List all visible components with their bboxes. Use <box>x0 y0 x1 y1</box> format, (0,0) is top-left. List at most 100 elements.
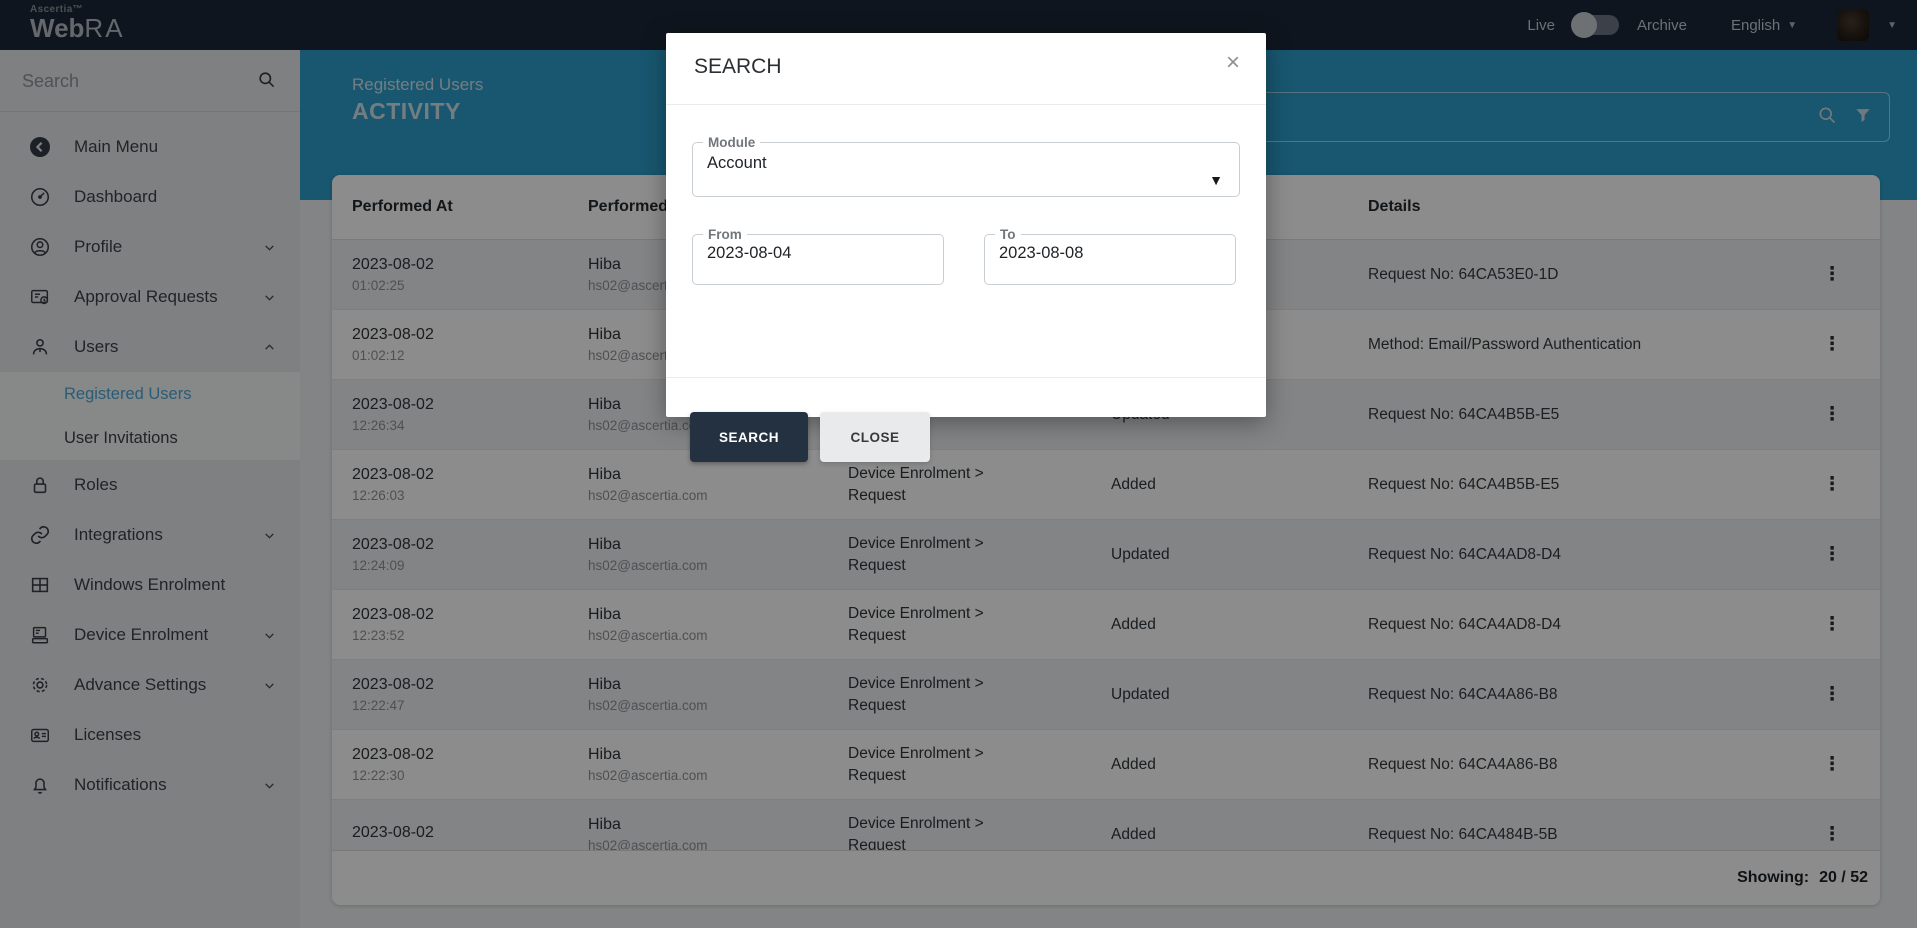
action-cell: Added <box>1111 615 1156 633</box>
sidebar-item-label: Windows Enrolment <box>74 575 226 594</box>
chevron-down-icon: ▼ <box>1209 172 1223 188</box>
table-row: 2023-08-02 12:22:47 Hiba hs02@ascertia.com… <box>332 660 1880 730</box>
sidebar-item-approval-requests[interactable]: Approval Requests <box>0 272 300 322</box>
sidebar-item-dashboard[interactable]: Dashboard <box>0 172 300 222</box>
sidebar-item-label: Users <box>74 337 119 356</box>
language-label: English <box>1730 16 1781 34</box>
performed-at-time: 12:23:52 <box>352 628 405 643</box>
performed-at-time: 12:24:09 <box>352 558 405 573</box>
language-dropdown[interactable]: English ▼ <box>1731 17 1797 34</box>
performed-by-email: hs02@ascertia.com <box>588 768 708 783</box>
sidebar-item-label: Dashboard <box>74 187 158 206</box>
details-cell: Request No: 64CA484B-5B <box>1368 825 1558 843</box>
close-button[interactable]: CLOSE <box>820 412 930 462</box>
chevron-down-icon <box>263 629 276 642</box>
details-cell: Request No: 64CA4B5B-E5 <box>1368 405 1560 423</box>
account-caret-icon[interactable]: ▼ <box>1887 19 1897 31</box>
row-actions-kebab[interactable]: ⋮ <box>1822 614 1842 635</box>
details-cell: Request No: 64CA4B5B-E5 <box>1368 475 1560 493</box>
table-row: 2023-08-02 Hiba hs02@ascertia.com Device … <box>332 800 1880 850</box>
sidebar-subitem-label: User Invitations <box>64 428 178 447</box>
sidebar-item-windows-enrolment[interactable]: Windows Enrolment <box>0 560 300 610</box>
users-submenu: Registered Users User Invitations <box>0 372 300 460</box>
sidebar-item-user-invitations[interactable]: User Invitations <box>0 416 300 460</box>
dashboard-icon <box>28 185 52 209</box>
performed-by-name: Hiba <box>588 326 621 343</box>
performed-by-name: Hiba <box>588 746 621 763</box>
sidebar-subitem-label: Registered Users <box>64 384 192 403</box>
close-icon[interactable]: × <box>1225 49 1240 76</box>
sidebar-item-label: Device Enrolment <box>74 625 209 644</box>
performed-by-email: hs02@ascertia.com <box>588 418 708 433</box>
live-label: Live <box>1527 16 1555 34</box>
brand-web: Web <box>30 13 85 43</box>
sidebar-item-integrations[interactable]: Integrations <box>0 510 300 560</box>
module-select[interactable]: Module Account ▼ <box>692 135 1240 197</box>
chevron-down-icon <box>263 291 276 304</box>
chevron-down-icon: ▼ <box>1787 19 1798 31</box>
action-cell: Added <box>1111 475 1156 493</box>
row-actions-kebab[interactable]: ⋮ <box>1822 334 1842 355</box>
performed-by-email: hs02@ascertia.com <box>588 698 708 713</box>
row-actions-kebab[interactable]: ⋮ <box>1822 754 1842 775</box>
toggle-knob <box>1570 12 1597 38</box>
search-button[interactable]: SEARCH <box>690 412 808 462</box>
performed-at-date: 2023-08-02 <box>352 746 434 763</box>
performed-by-name: Hiba <box>588 676 621 693</box>
row-actions-kebab[interactable]: ⋮ <box>1822 684 1842 705</box>
table-row: 2023-08-02 12:22:30 Hiba hs02@ascertia.com… <box>332 730 1880 800</box>
filter-icon[interactable] <box>1853 105 1873 125</box>
performed-by-name: Hiba <box>588 536 621 553</box>
sidebar-item-advance-settings[interactable]: Advance Settings <box>0 660 300 710</box>
action-cell: Added <box>1111 825 1156 843</box>
sidebar-item-profile[interactable]: Profile <box>0 222 300 272</box>
brand-ascertia: Ascertia™ <box>30 4 84 15</box>
row-actions-kebab[interactable]: ⋮ <box>1822 474 1842 495</box>
performed-at-date: 2023-08-02 <box>352 396 434 413</box>
sidebar-item-registered-users[interactable]: Registered Users <box>0 372 300 416</box>
performed-at-time: 01:02:25 <box>352 278 405 293</box>
action-cell: Added <box>1111 755 1156 773</box>
sidebar-item-label: Profile <box>74 237 123 256</box>
sidebar-search <box>0 50 300 112</box>
sidebar-item-label: Notifications <box>74 775 167 794</box>
sidebar-item-roles[interactable]: Roles <box>0 460 300 510</box>
chevron-down-icon <box>263 779 276 792</box>
module-cell: Device Enrolment > Request <box>848 464 984 504</box>
row-actions-kebab[interactable]: ⋮ <box>1822 404 1842 425</box>
column-header: Performed At <box>352 198 453 215</box>
avatar[interactable] <box>1837 9 1870 41</box>
table-footer: Showing: 20 / 52 <box>332 850 1880 905</box>
row-actions-kebab[interactable]: ⋮ <box>1822 264 1842 285</box>
sidebar-item-licenses[interactable]: Licenses <box>0 710 300 760</box>
profile-icon <box>28 235 52 259</box>
search-icon <box>1817 105 1837 125</box>
page-subtitle: Registered Users <box>352 75 484 94</box>
sidebar-item-device-enrolment[interactable]: Device Enrolment <box>0 610 300 660</box>
sidebar-item-users[interactable]: Users <box>0 322 300 372</box>
table-row: 2023-08-02 12:26:03 Hiba hs02@ascertia.com… <box>332 450 1880 520</box>
performed-at-time: 12:22:30 <box>352 768 405 783</box>
gear-icon <box>28 673 52 697</box>
from-date-input[interactable] <box>693 242 893 263</box>
row-actions-kebab[interactable]: ⋮ <box>1822 544 1842 565</box>
row-actions-kebab[interactable]: ⋮ <box>1822 824 1842 845</box>
action-cell: Updated <box>1111 545 1170 563</box>
module-selected-value: Account <box>707 154 767 172</box>
column-header: Details <box>1368 198 1421 215</box>
performed-at-time: 12:22:47 <box>352 698 405 713</box>
action-cell: Updated <box>1111 685 1170 703</box>
performed-by-email: hs02@ascertia.com <box>588 628 708 643</box>
to-date-input[interactable] <box>985 242 1185 263</box>
id-card-icon <box>28 723 52 747</box>
sidebar-item-notifications[interactable]: Notifications <box>0 760 300 810</box>
performed-at-date: 2023-08-02 <box>352 536 434 553</box>
performed-by-name: Hiba <box>588 256 621 273</box>
live-archive-toggle[interactable] <box>1570 12 1619 38</box>
sidebar-search-input[interactable] <box>22 64 252 98</box>
windows-icon <box>28 573 52 597</box>
modal-header: SEARCH × <box>666 33 1266 105</box>
performed-at-time: 01:02:12 <box>352 348 405 363</box>
sidebar-item-main-menu[interactable]: Main Menu <box>0 122 300 172</box>
to-date-field: To <box>984 227 1236 285</box>
